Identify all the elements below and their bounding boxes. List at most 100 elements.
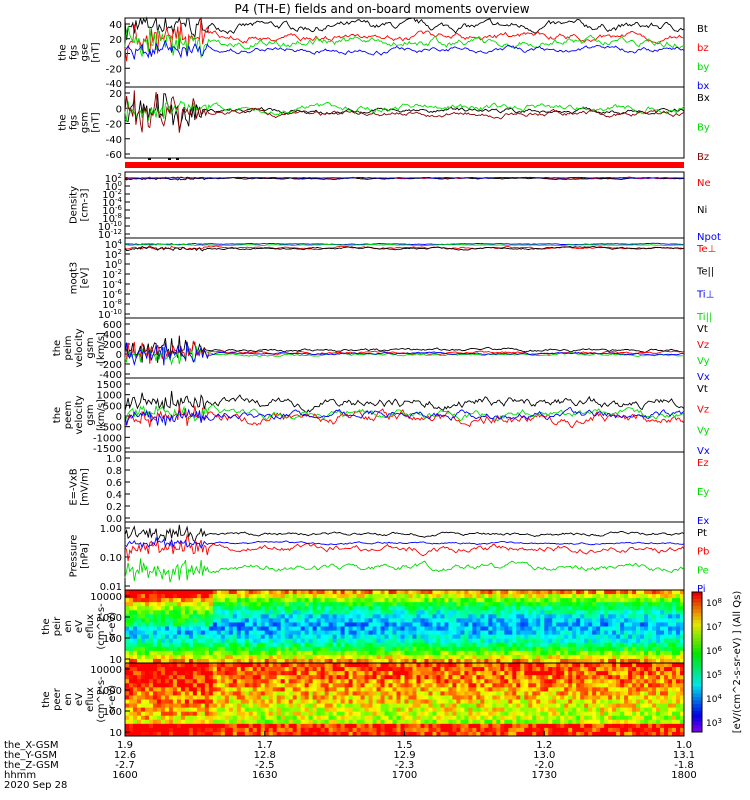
heatmap-cell — [516, 626, 521, 631]
heatmap-cell — [428, 731, 433, 737]
heatmap-cell — [228, 654, 234, 660]
heatmap-cell — [568, 614, 573, 619]
heatmap-cell — [376, 658, 381, 664]
heatmap-cell — [532, 679, 537, 684]
heatmap-cell — [264, 634, 270, 640]
heatmap-cell — [488, 626, 493, 631]
heatmap-cell — [188, 602, 194, 607]
heatmap-cell — [376, 691, 381, 696]
heatmap-cell — [424, 614, 429, 619]
heatmap-cell — [368, 602, 373, 607]
heatmap-cell — [440, 715, 445, 721]
heatmap-cell — [240, 634, 246, 640]
heatmap-cell — [672, 650, 677, 656]
heatmap-cell — [612, 642, 617, 648]
heatmap-cell — [388, 663, 393, 668]
heatmap-cell — [228, 703, 234, 709]
heatmap-cell — [636, 654, 641, 660]
heatmap-cell — [360, 667, 365, 672]
heatmap-cell — [232, 626, 238, 631]
heatmap-cell — [644, 646, 649, 652]
heatmap-cell — [608, 634, 613, 640]
heatmap-cell — [616, 719, 621, 725]
heatmap-cell — [388, 703, 393, 709]
heatmap-cell — [608, 654, 613, 660]
heatmap-cell — [640, 602, 645, 607]
heatmap-cell — [436, 626, 441, 631]
heatmap-cell — [548, 711, 553, 717]
heatmap-cell — [480, 695, 485, 700]
heatmap-cell — [588, 715, 593, 721]
heatmap-cell — [148, 731, 154, 737]
heatmap-cell — [564, 699, 569, 704]
heatmap-cell — [444, 731, 449, 737]
heatmap-cell — [556, 618, 561, 623]
heatmap-cell — [648, 598, 653, 603]
heatmap-cell — [216, 679, 222, 684]
heatmap-cell — [644, 614, 649, 619]
heatmap-cell — [464, 590, 469, 595]
heatmap-cell — [192, 671, 198, 676]
heatmap-cell — [332, 663, 338, 668]
heatmap-cell — [288, 679, 294, 684]
heatmap-cell — [360, 654, 365, 660]
heatmap-cell — [632, 654, 637, 660]
heatmap-cell — [244, 602, 250, 607]
heatmap-cell — [612, 699, 617, 704]
heatmap-cell — [156, 638, 162, 644]
heatmap-cell — [628, 618, 633, 623]
heatmap-cell — [612, 719, 617, 725]
heatmap-cell — [208, 614, 214, 619]
heatmap-cell — [460, 658, 465, 664]
heatmap-cell — [200, 683, 206, 688]
heatmap-cell — [272, 699, 278, 704]
heatmap-cell — [408, 675, 413, 680]
heatmap-cell — [332, 634, 338, 640]
heatmap-cell — [512, 594, 517, 599]
heatmap-cell — [200, 654, 206, 660]
heatmap-cell — [420, 719, 425, 725]
heatmap-cell — [584, 675, 589, 680]
heatmap-cell — [264, 590, 270, 595]
heatmap-cell — [508, 646, 513, 652]
heatmap-cell — [132, 711, 138, 717]
heatmap-cell — [128, 626, 134, 631]
heatmap-cell — [632, 594, 637, 599]
heatmap-cell — [152, 634, 158, 640]
heatmap-cell — [508, 719, 513, 725]
heatmap-cell — [448, 622, 453, 627]
heatmap-cell — [388, 622, 393, 627]
heatmap-cell — [304, 695, 310, 700]
heatmap-cell — [500, 654, 505, 660]
heatmap-cell — [492, 606, 497, 611]
heatmap-cell — [520, 711, 525, 717]
heatmap-cell — [392, 594, 397, 599]
heatmap-cell — [144, 642, 150, 648]
heatmap-cell — [316, 602, 322, 607]
heatmap-cell — [484, 699, 489, 704]
heatmap-cell — [452, 703, 457, 709]
heatmap-cell — [328, 654, 334, 660]
heatmap-cell — [600, 594, 605, 599]
heatmap-cell — [588, 642, 593, 648]
heatmap-cell — [300, 683, 306, 688]
heatmap-cell — [500, 598, 505, 603]
heatmap-cell — [204, 671, 210, 676]
heatmap-cell — [452, 719, 457, 725]
heatmap-cell — [320, 719, 326, 725]
heatmap-cell — [192, 630, 198, 636]
heatmap-cell — [240, 731, 246, 737]
y-tick-label: -1000 — [93, 433, 122, 444]
heatmap-cell — [612, 602, 617, 607]
heatmap-cell — [436, 727, 441, 733]
heatmap-cell — [380, 699, 385, 704]
heatmap-cell — [260, 614, 266, 619]
heatmap-cell — [220, 606, 226, 611]
heatmap-cell — [592, 630, 597, 636]
heatmap-cell — [224, 598, 230, 603]
heatmap-cell — [304, 675, 310, 680]
heatmap-cell — [588, 638, 593, 644]
panel-frame — [124, 17, 685, 88]
heatmap-cell — [460, 723, 465, 729]
